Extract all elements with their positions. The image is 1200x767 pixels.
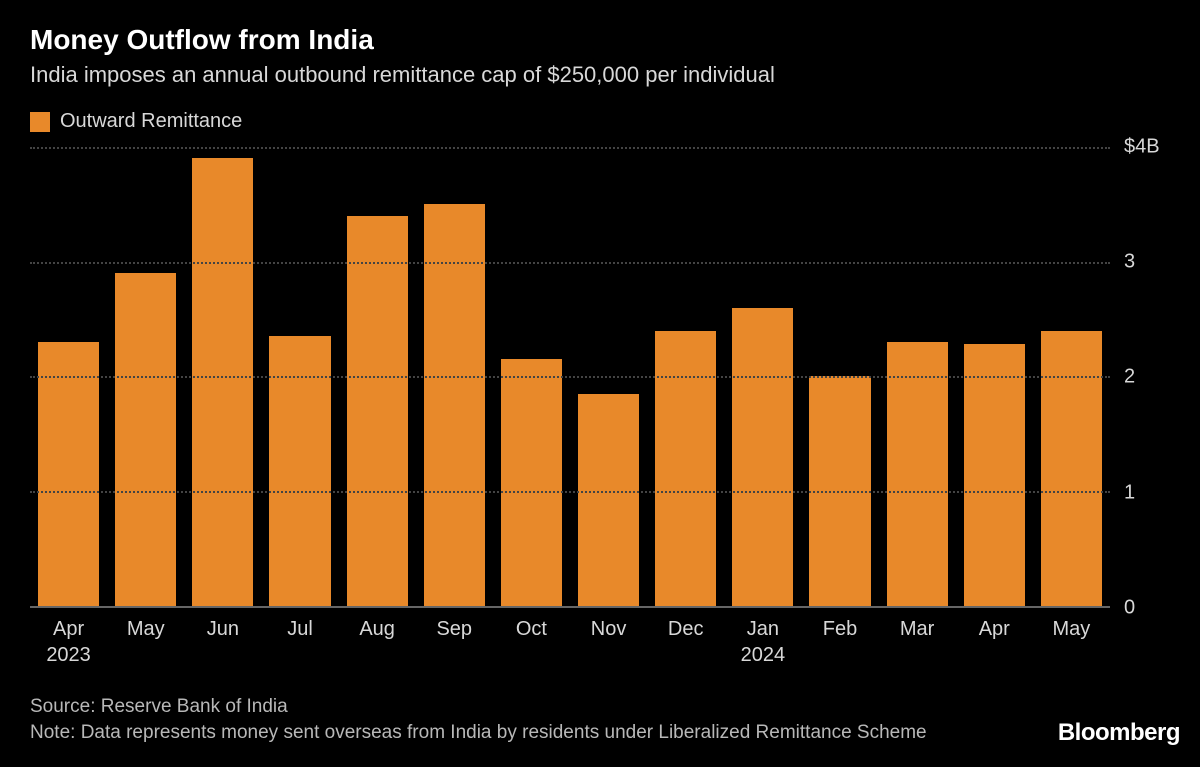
- y-tick-label: 2: [1124, 366, 1135, 389]
- gridline: [30, 376, 1110, 378]
- legend-swatch: [30, 112, 50, 132]
- x-tick-label: Apr2023: [38, 616, 99, 668]
- bar: [655, 331, 716, 606]
- chart-area: 0123$4B: [30, 147, 1180, 608]
- x-axis: Apr2023 May Jun Jul Aug Sep Oct Nov Dec Jan2024 Fe…: [30, 616, 1110, 668]
- y-axis: 0123$4B: [1116, 147, 1180, 608]
- plot-area: [30, 147, 1110, 608]
- bar: [501, 359, 562, 606]
- legend: Outward Remittance: [30, 110, 1180, 133]
- x-tick-label: Jun: [192, 616, 253, 668]
- x-tick-label: Jul: [269, 616, 330, 668]
- footer: Source: Reserve Bank of India Note: Data…: [30, 694, 1180, 747]
- gridline: [30, 147, 1110, 149]
- gridline: [30, 491, 1110, 493]
- footer-text: Source: Reserve Bank of India Note: Data…: [30, 694, 927, 747]
- gridline: [30, 262, 1110, 264]
- bar: [192, 158, 253, 605]
- x-tick-label: Jan2024: [732, 616, 793, 668]
- brand-label: Bloomberg: [1058, 719, 1180, 747]
- bar: [38, 342, 99, 606]
- chart-title: Money Outflow from India: [30, 24, 1180, 56]
- bar: [115, 273, 176, 606]
- x-tick-label: Dec: [655, 616, 716, 668]
- x-tick-label: May: [1041, 616, 1102, 668]
- x-tick-label: Apr: [964, 616, 1025, 668]
- bar: [424, 204, 485, 605]
- note-line: Note: Data represents money sent oversea…: [30, 720, 927, 747]
- bar: [964, 344, 1025, 606]
- x-tick-label: Mar: [887, 616, 948, 668]
- chart-subtitle: India imposes an annual outbound remitta…: [30, 62, 1180, 88]
- bar: [732, 308, 793, 606]
- y-tick-label: 0: [1124, 596, 1135, 619]
- source-line: Source: Reserve Bank of India: [30, 694, 927, 721]
- bar: [578, 394, 639, 606]
- y-tick-label: 3: [1124, 251, 1135, 274]
- x-tick-label: May: [115, 616, 176, 668]
- bar: [347, 216, 408, 606]
- y-tick-label: $4B: [1124, 136, 1160, 159]
- x-tick-label: Oct: [501, 616, 562, 668]
- chart-container: Money Outflow from India India imposes a…: [0, 0, 1200, 767]
- x-tick-label: Feb: [809, 616, 870, 668]
- x-tick-label: Nov: [578, 616, 639, 668]
- bar: [1041, 331, 1102, 606]
- x-tick-label: Sep: [424, 616, 485, 668]
- bar: [887, 342, 948, 606]
- legend-label: Outward Remittance: [60, 110, 242, 133]
- y-tick-label: 1: [1124, 481, 1135, 504]
- x-tick-label: Aug: [347, 616, 408, 668]
